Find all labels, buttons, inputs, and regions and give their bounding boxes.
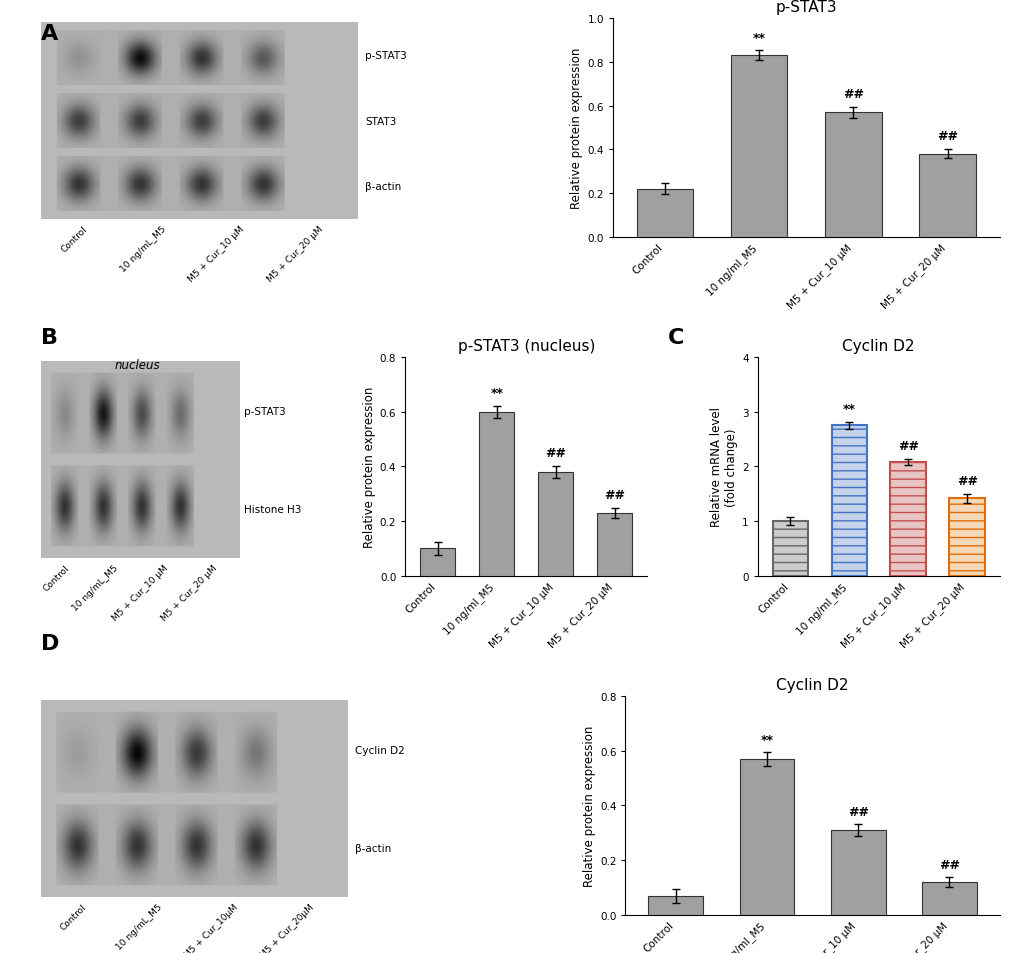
Text: **: ** [490,387,502,400]
Text: M5 + Cur_20μM: M5 + Cur_20μM [259,902,316,953]
Title: p-STAT3 (nucleus): p-STAT3 (nucleus) [458,339,594,354]
Bar [636,190,693,237]
Bar [420,549,455,577]
Text: M5 + Cur_10 μM: M5 + Cur_10 μM [110,563,169,622]
Bar [731,56,787,237]
Bar [918,154,975,237]
Text: 10 ng/mL_M5: 10 ng/mL_M5 [118,225,168,274]
Text: STAT3: STAT3 [365,117,396,127]
Text: M5 + Cur_10 μM: M5 + Cur_10 μM [186,225,247,284]
Y-axis label: Relative protein expression: Relative protein expression [570,48,583,209]
Text: M5 + Cur_20 μM: M5 + Cur_20 μM [159,563,218,622]
Title: p-STAT3: p-STAT3 [774,0,837,15]
Text: ##: ## [936,131,957,143]
Bar [479,413,514,577]
Text: β-actin: β-actin [365,182,401,193]
Text: ##: ## [842,88,863,101]
Text: Control: Control [58,902,88,931]
Text: ##: ## [897,439,918,453]
Text: 10 ng/mL_M5: 10 ng/mL_M5 [71,563,120,612]
Bar [829,830,884,915]
Text: Control: Control [42,563,71,593]
Bar [739,760,794,915]
Text: B: B [41,328,58,348]
Text: M5 + Cur_10μM: M5 + Cur_10μM [182,902,239,953]
Text: p-STAT3: p-STAT3 [244,406,285,416]
Text: M5 + Cur_20 μM: M5 + Cur_20 μM [265,225,325,284]
Text: ##: ## [603,489,625,502]
Text: **: ** [752,31,765,45]
Text: Histone H3: Histone H3 [244,504,301,515]
Text: C: C [667,328,684,348]
Text: ##: ## [937,858,959,871]
Bar [830,426,866,577]
Bar [824,113,880,237]
Bar [771,521,807,577]
Text: nucleus: nucleus [114,359,160,372]
Title: Cyclin D2: Cyclin D2 [775,678,848,693]
Y-axis label: Relative protein expression: Relative protein expression [363,386,375,548]
Bar [537,473,573,577]
Text: ##: ## [847,804,868,818]
Y-axis label: Relative protein expression: Relative protein expression [582,725,595,886]
Text: Control: Control [60,225,90,253]
Text: D: D [41,634,59,654]
Text: ##: ## [956,475,976,488]
Text: **: ** [842,402,855,416]
Text: ##: ## [545,447,566,460]
Text: Cyclin D2: Cyclin D2 [355,745,405,755]
Bar [890,462,925,577]
Bar [648,896,702,915]
Bar [949,498,984,577]
Text: β-actin: β-actin [355,843,391,853]
Text: **: ** [759,733,772,746]
Y-axis label: Relative mRNA level
(fold change): Relative mRNA level (fold change) [709,407,737,527]
Title: Cyclin D2: Cyclin D2 [842,339,914,354]
Text: 10 ng/mL_M5: 10 ng/mL_M5 [114,902,164,951]
Text: A: A [41,24,58,44]
Bar [596,514,632,577]
Text: p-STAT3: p-STAT3 [365,51,407,61]
Bar [921,882,976,915]
